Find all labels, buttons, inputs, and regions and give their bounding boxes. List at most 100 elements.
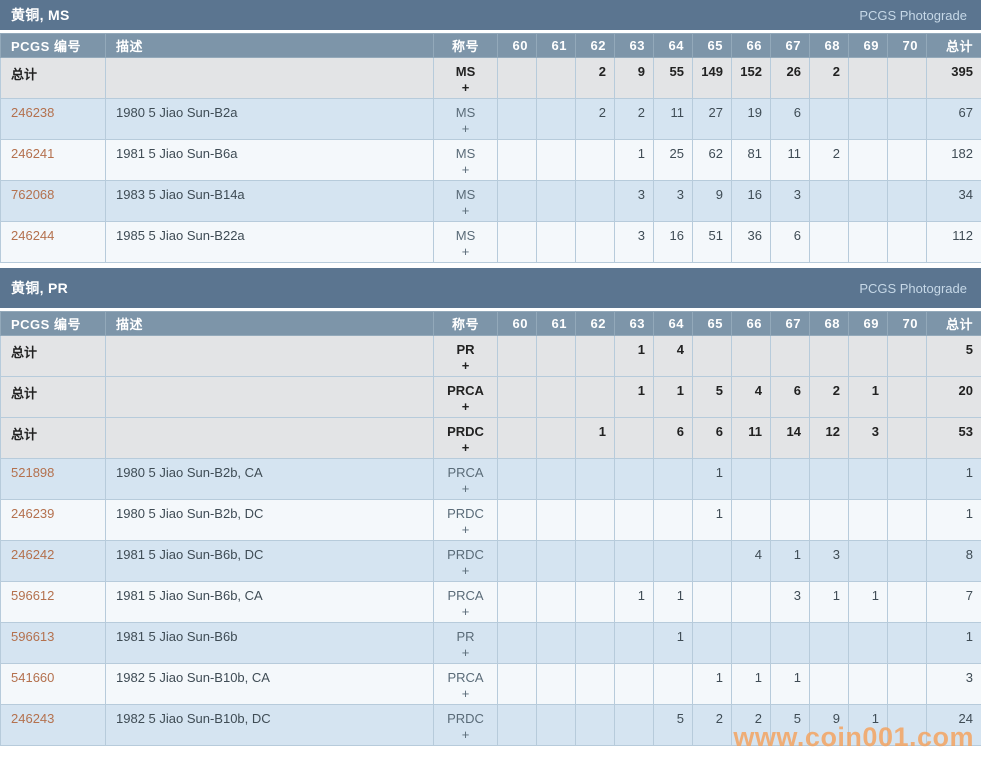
grade-count: 1 — [653, 581, 693, 623]
grade-count — [536, 663, 576, 705]
grade-count — [536, 622, 576, 664]
grade-count: 1 — [653, 622, 693, 664]
pcgs-number-link[interactable]: 246238 — [11, 105, 55, 120]
grade-count — [614, 540, 654, 582]
designation-label: PRCA — [447, 465, 484, 480]
grade-count — [887, 139, 927, 181]
grade-count: 2 — [731, 704, 771, 746]
grade-count: 6 — [692, 417, 732, 459]
grade-count: 1 — [848, 704, 888, 746]
col-header-grade-60: 60 — [497, 33, 537, 58]
coin-description: 1983 5 Jiao Sun-B14a — [105, 180, 434, 222]
grade-count: 6 — [653, 417, 693, 459]
pop-table: PCGS 编号 描述 称号 60 61 62 63 64 65 66 67 68 69 70 总计 总计 MS +… — [0, 33, 981, 263]
grade-count — [653, 458, 693, 500]
table-row: 246243 1982 5 Jiao Sun-B10b, DC PRDC +5 2 2 5 9… — [0, 704, 981, 746]
photograde-link[interactable]: PCGS Photograde — [859, 7, 967, 23]
plus-indicator: + — [461, 121, 470, 136]
plus-indicator: + — [461, 244, 470, 259]
grade-count — [497, 335, 537, 377]
designation-cell: MS + — [433, 57, 498, 99]
table-row: 521898 1980 5 Jiao Sun-B2b, CA PRCA +1 1 — [0, 458, 981, 500]
designation-cell: PRCA + — [433, 376, 498, 418]
grade-count: 51 — [692, 221, 732, 263]
row-total-count: 182 — [926, 139, 981, 181]
grade-count: 1 — [653, 376, 693, 418]
pcgs-number-link[interactable]: 246244 — [11, 228, 55, 243]
pcgs-number-link[interactable]: 246242 — [11, 547, 55, 562]
row-total-count: 34 — [926, 180, 981, 222]
pcgs-number-link[interactable]: 246243 — [11, 711, 55, 726]
pcgs-number-link[interactable]: 596612 — [11, 588, 55, 603]
grade-count: 12 — [809, 417, 849, 459]
designation-label: PR — [456, 629, 475, 644]
grade-count — [497, 581, 537, 623]
grade-count: 3 — [770, 581, 810, 623]
grade-count — [575, 376, 615, 418]
grade-count: 11 — [653, 98, 693, 140]
plus-indicator: + — [461, 686, 470, 701]
grade-count — [887, 376, 927, 418]
grade-count — [497, 221, 537, 263]
designation-label: MS — [455, 146, 476, 161]
grade-count: 19 — [731, 98, 771, 140]
grade-count — [731, 499, 771, 541]
grade-count: 2 — [692, 704, 732, 746]
pcgs-number-cell: 596612 — [0, 581, 106, 623]
grade-count: 1 — [848, 376, 888, 418]
grade-count — [536, 180, 576, 222]
pcgs-number-link[interactable]: 762068 — [11, 187, 55, 202]
plus-indicator: + — [461, 358, 470, 373]
coin-description: 1981 5 Jiao Sun-B6a — [105, 139, 434, 181]
grade-count — [614, 499, 654, 541]
row-total-count: 395 — [926, 57, 981, 99]
row-total-label-cell: 总计 — [0, 376, 106, 418]
pcgs-number-link[interactable]: 541660 — [11, 670, 55, 685]
grade-count — [536, 458, 576, 500]
col-header-grade-62: 62 — [575, 311, 615, 336]
col-header-grade-63: 63 — [614, 311, 654, 336]
pcgs-number-link[interactable]: 596613 — [11, 629, 55, 644]
pcgs-number-cell: 246241 — [0, 139, 106, 181]
designation-label: PRDC — [447, 711, 484, 726]
row-total-count: 1 — [926, 622, 981, 664]
pcgs-number-link[interactable]: 246239 — [11, 506, 55, 521]
designation-cell: MS + — [433, 221, 498, 263]
col-header-grade-60: 60 — [497, 311, 537, 336]
col-header-grade-61: 61 — [536, 311, 576, 336]
grade-count — [848, 540, 888, 582]
pcgs-number-cell: 541660 — [0, 663, 106, 705]
designation-cell: PRDC + — [433, 417, 498, 459]
pcgs-number-link[interactable]: 521898 — [11, 465, 55, 480]
grade-count — [731, 581, 771, 623]
grade-count: 16 — [653, 221, 693, 263]
col-header-grade-65: 65 — [692, 33, 732, 58]
designation-cell: MS + — [433, 98, 498, 140]
col-header-grade-67: 67 — [770, 33, 810, 58]
designation-cell: MS + — [433, 180, 498, 222]
grade-count — [536, 98, 576, 140]
plus-indicator: + — [461, 522, 470, 537]
designation-label: PRCA — [447, 383, 484, 398]
table-row: 246242 1981 5 Jiao Sun-B6b, DC PRDC +4 1 3 8 — [0, 540, 981, 582]
section-title: 黄铜, MS — [11, 7, 70, 23]
designation-cell: PRCA + — [433, 581, 498, 623]
section-header-bar: 黄铜, MS PCGS Photograde — [0, 0, 981, 30]
plus-indicator: + — [461, 481, 470, 496]
photograde-link[interactable]: PCGS Photograde — [859, 280, 967, 296]
total-row: 总计 PRDC +1 6 6 11 14 12 3 53 — [0, 417, 981, 459]
coin-description — [105, 417, 434, 459]
grade-count: 6 — [770, 98, 810, 140]
grade-count: 3 — [614, 221, 654, 263]
grade-count — [536, 704, 576, 746]
pcgs-number-cell: 596613 — [0, 622, 106, 664]
row-total-count: 112 — [926, 221, 981, 263]
grade-count: 5 — [653, 704, 693, 746]
pcgs-number-link[interactable]: 246241 — [11, 146, 55, 161]
grade-count: 5 — [692, 376, 732, 418]
grade-count — [614, 417, 654, 459]
designation-label: MS — [455, 228, 476, 243]
section-title: 黄铜, PR — [11, 280, 69, 296]
grade-count — [497, 376, 537, 418]
grade-count: 149 — [692, 57, 732, 99]
